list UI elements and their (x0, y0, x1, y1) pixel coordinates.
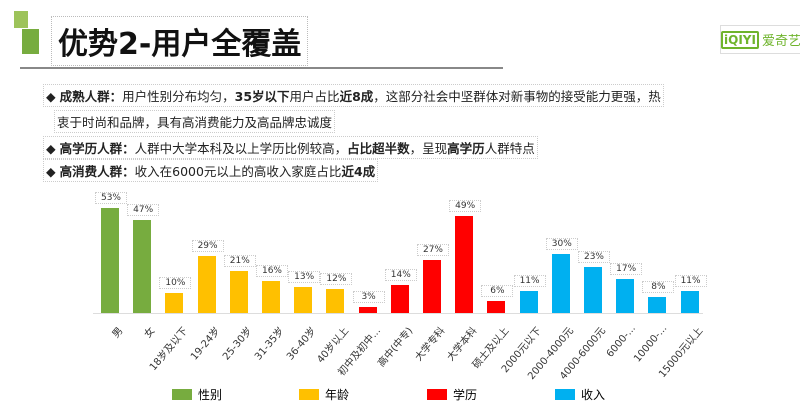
bar (358, 307, 377, 313)
legend-item: 收入 (555, 386, 605, 403)
bar (390, 285, 409, 313)
bar (133, 219, 152, 313)
value-label: 49% (449, 199, 482, 212)
x-tick-label: 女 (142, 325, 158, 341)
value-label: 10% (159, 277, 192, 290)
x-tick-label: 6000-... (604, 323, 638, 360)
value-label: 11% (513, 275, 546, 288)
value-label: 21% (223, 255, 256, 268)
decor-square (22, 29, 39, 54)
bar (487, 301, 506, 313)
value-label: 23% (578, 251, 610, 264)
page-title: 优势2-用户全覆盖 (51, 16, 309, 66)
divider (20, 67, 503, 69)
bar (423, 259, 441, 313)
legend-swatch (299, 389, 319, 400)
x-axis (93, 313, 703, 314)
bar (294, 287, 313, 313)
value-label: 53% (95, 192, 127, 205)
value-label: 12% (320, 273, 353, 286)
iqiyi-logo: iQIYI 爱奇艺 (720, 25, 800, 54)
bar (165, 293, 184, 313)
bar (551, 253, 570, 313)
bullet-mature-line2: 衷于时尚和品牌，具有高消费能力及高品牌忠诚度 (54, 110, 336, 133)
value-label: 16% (256, 265, 288, 278)
bar (680, 291, 699, 313)
value-label: 17% (610, 263, 643, 276)
bar (519, 291, 538, 313)
x-tick-label: 男 (110, 325, 126, 341)
legend-swatch (172, 389, 192, 400)
legend-item: 年龄 (299, 386, 349, 403)
x-tick-label: 大学专科 (413, 325, 448, 364)
bullet-educated: ◆ 高学历人群：人群中大学本科及以上学历比例较高，占比超半数，呈现高学历人群特点 (43, 136, 538, 159)
x-tick-label: 25-30岁 (220, 325, 255, 363)
bar (101, 208, 119, 313)
legend-swatch (427, 389, 447, 400)
logo-text: 爱奇艺 (761, 34, 800, 49)
bar (616, 279, 635, 313)
bar (326, 289, 345, 313)
bar (648, 297, 667, 313)
logo-mark: iQIYI (721, 30, 759, 49)
bullet-mature: ◆ 成熟人群：用户性别分布均匀，35岁以下用户占比近8成，这部分社会中坚群体对新… (43, 84, 664, 107)
bullet-high-spend: ◆ 高消费人群：收入在6000元以上的高收入家庭占比近4成 (43, 159, 379, 182)
value-label: 47% (127, 203, 160, 216)
legend-item: 性别 (172, 386, 222, 403)
value-label: 8% (642, 281, 675, 294)
value-label: 6% (481, 285, 514, 298)
legend-item: 学历 (427, 386, 477, 403)
value-label: 30% (545, 237, 578, 250)
bar (584, 267, 602, 313)
value-label: 11% (674, 275, 707, 288)
bar (455, 215, 474, 313)
value-label: 14% (384, 269, 417, 282)
x-tick-label: 31-35岁 (252, 325, 287, 363)
value-label: 29% (191, 239, 224, 252)
decor-square (14, 11, 28, 28)
value-label: 27% (417, 243, 449, 256)
bar (197, 255, 216, 313)
value-label: 13% (288, 271, 321, 284)
legend-swatch (555, 389, 575, 400)
value-label: 3% (352, 291, 385, 304)
x-tick-label: 19-24岁 (188, 325, 223, 363)
bar (229, 271, 248, 313)
bar (262, 281, 280, 313)
